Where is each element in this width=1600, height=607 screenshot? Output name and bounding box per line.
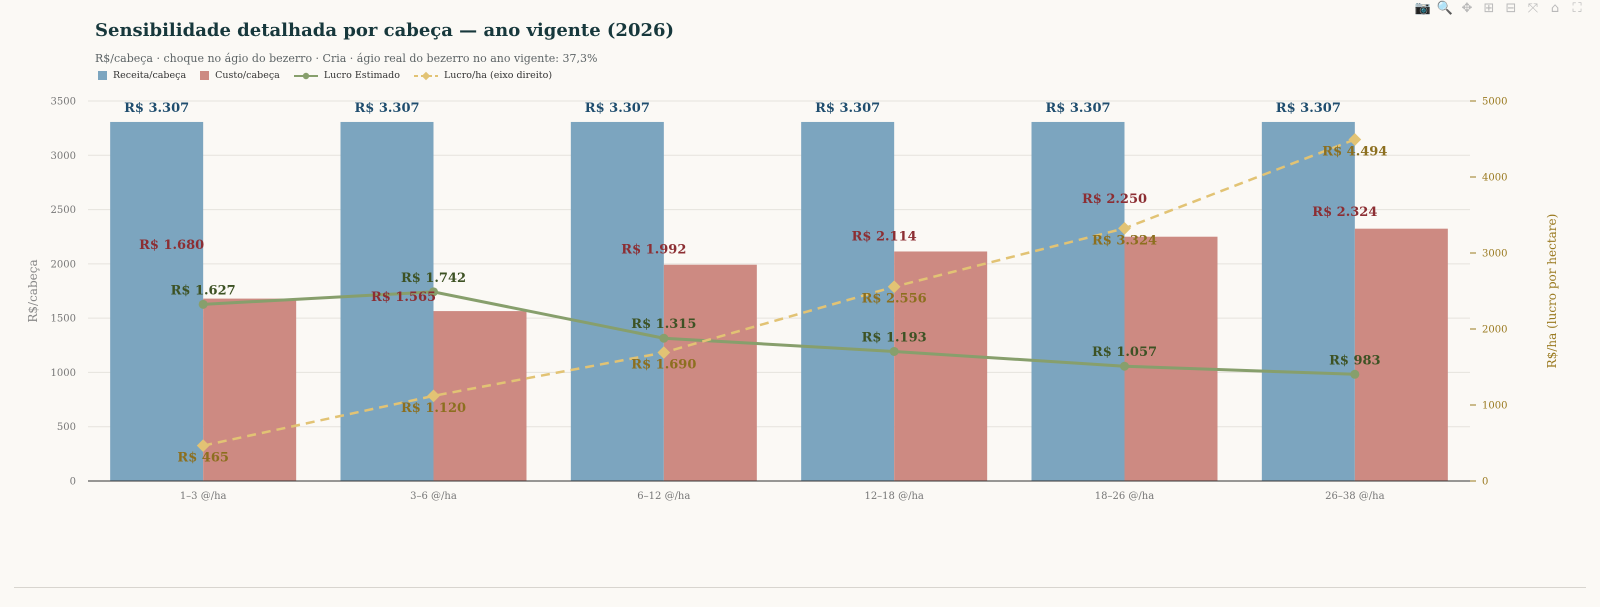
y-tick-label: 500 [57, 422, 76, 433]
data-label-receita: R$ 3.307 [815, 101, 880, 116]
line-lucro-ha [202, 138, 1356, 447]
bar-receita[interactable] [110, 121, 204, 481]
y2-tick-label: 2000 [1482, 325, 1507, 336]
bar-custo[interactable] [663, 264, 757, 481]
legend-label-receita: Receita/cabeça [113, 70, 187, 81]
data-label-receita: R$ 3.307 [1276, 101, 1341, 116]
bar-receita[interactable] [801, 121, 895, 481]
legend: Receita/cabeça Custo/cabeça Lucro Estima… [98, 70, 566, 81]
chart-plot[interactable]: 0 500 1000 1500 2000 2500 3000 3500 0 1000 2000 300… [0, 0, 1600, 560]
point-lucro-estimado[interactable] [1120, 361, 1129, 371]
legend-item-lucro[interactable]: Lucro Estimado [293, 70, 400, 81]
chart-subtitle: R$/cabeça · choque no ágio do bezerro · … [95, 52, 598, 65]
bar-receita[interactable] [570, 121, 664, 481]
data-label-lucro-ha: R$ 4.494 [1322, 144, 1387, 159]
data-label-receita: R$ 3.307 [354, 101, 419, 116]
y-tick-label: 2500 [51, 205, 76, 216]
data-label-lucro-ha: R$ 465 [177, 451, 229, 466]
data-label-lucro-estimado: R$ 983 [1329, 353, 1381, 368]
x-tick-label: 1–3 @/ha [180, 491, 227, 502]
point-lucro-estimado[interactable] [889, 346, 899, 356]
data-label-lucro-estimado: R$ 1.627 [171, 283, 236, 298]
y2-tick-label: 3000 [1482, 249, 1507, 260]
bar-receita[interactable] [1031, 121, 1125, 481]
data-label-lucro-ha: R$ 2.556 [862, 292, 927, 307]
point-lucro-ha[interactable] [427, 389, 440, 403]
data-label-custo: R$ 2.114 [852, 229, 917, 244]
data-label-custo: R$ 1.680 [139, 238, 204, 253]
x-tick-label: 3–6 @/ha [410, 491, 457, 502]
data-label-custo: R$ 1.565 [371, 290, 436, 305]
data-label-lucro-ha: R$ 3.324 [1092, 233, 1157, 248]
point-lucro-estimado[interactable] [1350, 369, 1360, 379]
y-tick-label: 2000 [51, 259, 76, 270]
x-tick-label: 26–38 @/ha [1325, 491, 1384, 502]
bar-receita[interactable] [1261, 121, 1355, 481]
data-label-lucro-estimado: R$ 1.742 [401, 271, 466, 286]
bar-custo[interactable] [1124, 236, 1218, 481]
bar-receita[interactable] [340, 121, 434, 481]
y2-tick-label: 0 [1482, 477, 1488, 488]
fullscreen-icon[interactable]: ⛶ [1572, 1, 1582, 16]
zoom-in-icon[interactable]: ⊞ [1483, 1, 1495, 16]
point-lucro-estimado[interactable] [198, 299, 208, 309]
bar-custo[interactable] [433, 311, 527, 481]
y2-axis-title: R$/ha (lucro por hectare) [1545, 214, 1559, 369]
legend-swatch-custo [200, 71, 210, 80]
bar-custo[interactable] [1354, 228, 1448, 481]
x-tick-label: 18–26 @/ha [1095, 491, 1154, 502]
data-label-custo: R$ 1.992 [621, 243, 686, 258]
home-icon[interactable]: ⌂ [1550, 1, 1560, 16]
data-label-lucro-estimado: R$ 1.315 [631, 317, 696, 332]
y-tick-label: 0 [70, 477, 76, 488]
point-lucro-estimado[interactable] [659, 333, 669, 343]
data-label-receita: R$ 3.307 [585, 101, 650, 116]
y-tick-label: 3000 [51, 151, 76, 162]
x-tick-label: 6–12 @/ha [637, 491, 690, 502]
legend-item-receita[interactable]: Receita/cabeça [98, 70, 186, 81]
y-tick-label: 1500 [51, 314, 76, 325]
legend-swatch-lucro [293, 72, 318, 79]
y2-tick-label: 4000 [1482, 173, 1507, 184]
legend-label-lucro-ha: Lucro/ha (eixo direito) [443, 70, 553, 81]
y-tick-label: 1000 [51, 368, 76, 379]
point-lucro-estimado[interactable] [429, 287, 438, 297]
data-label-lucro-ha: R$ 1.120 [401, 401, 466, 416]
y2-tick-label: 5000 [1482, 97, 1507, 108]
data-label-receita: R$ 3.307 [1045, 101, 1110, 116]
data-label-lucro-estimado: R$ 1.057 [1092, 345, 1157, 360]
autoscale-icon[interactable]: ⤧ [1527, 1, 1539, 16]
data-label-receita: R$ 3.307 [124, 101, 189, 116]
point-lucro-ha[interactable] [196, 439, 210, 453]
y-axis-title: R$/cabeça [26, 259, 40, 322]
data-label-lucro-ha: R$ 1.690 [631, 358, 696, 373]
line-lucro-estimado [203, 290, 1355, 376]
camera-icon[interactable]: 📷 [1414, 1, 1432, 16]
legend-label-lucro: Lucro Estimado [323, 70, 400, 81]
x-tick-label: 12–18 @/ha [864, 491, 923, 502]
legend-item-lucro-ha[interactable]: Lucro/ha (eixo direito) [413, 70, 553, 81]
bar-custo[interactable] [203, 298, 297, 481]
y2-tick-label: 1000 [1482, 401, 1507, 412]
zoom-out-icon[interactable]: ⊟ [1505, 1, 1517, 16]
bottom-divider [14, 587, 1586, 588]
legend-swatch-lucro-ha [413, 71, 438, 80]
y-tick-label: 3500 [51, 97, 76, 108]
legend-item-custo[interactable]: Custo/cabeça [200, 70, 280, 81]
bar-custo[interactable] [894, 251, 988, 481]
data-label-custo: R$ 2.250 [1082, 192, 1147, 207]
pan-icon[interactable]: ✥ [1461, 1, 1473, 16]
data-label-lucro-estimado: R$ 1.193 [862, 330, 927, 345]
modebar: 📷 🔍 ✥ ⊞ ⊟ ⤧ ⌂ ⛶ [1414, 0, 1586, 18]
data-label-custo: R$ 2.324 [1312, 205, 1377, 220]
zoom-icon[interactable]: 🔍 [1436, 1, 1454, 16]
chart-title: Sensibilidade detalhada por cabeça — ano… [95, 20, 675, 41]
legend-swatch-receita [98, 71, 107, 80]
legend-label-custo: Custo/cabeça [215, 70, 280, 81]
